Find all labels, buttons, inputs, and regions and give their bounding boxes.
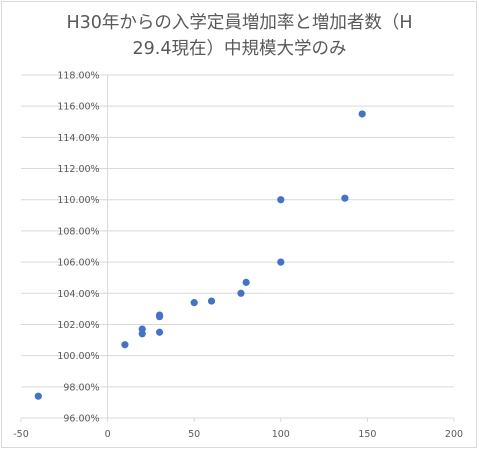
y-tick-label: 104.00% xyxy=(57,289,99,300)
y-tick-label: 96.00% xyxy=(63,414,99,425)
x-tick-label: 200 xyxy=(445,429,463,440)
data-point xyxy=(341,194,349,202)
y-tick-label: 102.00% xyxy=(57,320,99,331)
y-tick-label: 110.00% xyxy=(57,195,99,206)
chart-title-line-1: H30年からの入学定員増加率と増加者数（H xyxy=(66,13,413,33)
data-point xyxy=(242,278,250,286)
y-tick-label: 118.00% xyxy=(57,71,99,82)
x-tick-label: 0 xyxy=(105,429,111,440)
chart-title: H30年からの入学定員増加率と増加者数（H 29.4現在）中規模大学のみ xyxy=(0,10,479,62)
y-tick-label: 106.00% xyxy=(57,258,99,269)
y-tick-label: 112.00% xyxy=(57,164,99,175)
y-tick-label: 116.00% xyxy=(57,102,99,113)
data-points xyxy=(34,110,366,400)
data-point xyxy=(277,196,285,204)
x-axis-tick-labels: -50 0 50 100 150 200 xyxy=(13,429,463,440)
y-tick-label: 98.00% xyxy=(63,382,99,393)
data-point xyxy=(358,110,366,118)
data-point xyxy=(121,341,129,349)
x-tick-label: 150 xyxy=(358,429,376,440)
y-tick-label: 114.00% xyxy=(57,133,99,144)
data-point xyxy=(207,297,216,305)
x-tick-label: 100 xyxy=(272,429,290,440)
data-point xyxy=(237,289,245,297)
data-point xyxy=(277,258,285,266)
y-tick-label: 100.00% xyxy=(57,351,99,362)
data-point xyxy=(155,328,164,336)
chart-title-line-2: 29.4現在）中規模大学のみ xyxy=(132,39,347,59)
data-point xyxy=(138,330,146,338)
y-tick-label: 108.00% xyxy=(57,226,99,237)
axes xyxy=(20,74,455,422)
data-point xyxy=(34,392,42,400)
gridlines xyxy=(21,74,454,419)
y-axis-tick-labels: 96.00% 98.00% 100.00% 102.00% 104.00% 106.00%… xyxy=(57,71,99,425)
x-tick-label: -50 xyxy=(13,429,29,440)
x-tick-label: 50 xyxy=(188,429,200,440)
data-point xyxy=(155,313,164,321)
data-point xyxy=(190,299,198,307)
